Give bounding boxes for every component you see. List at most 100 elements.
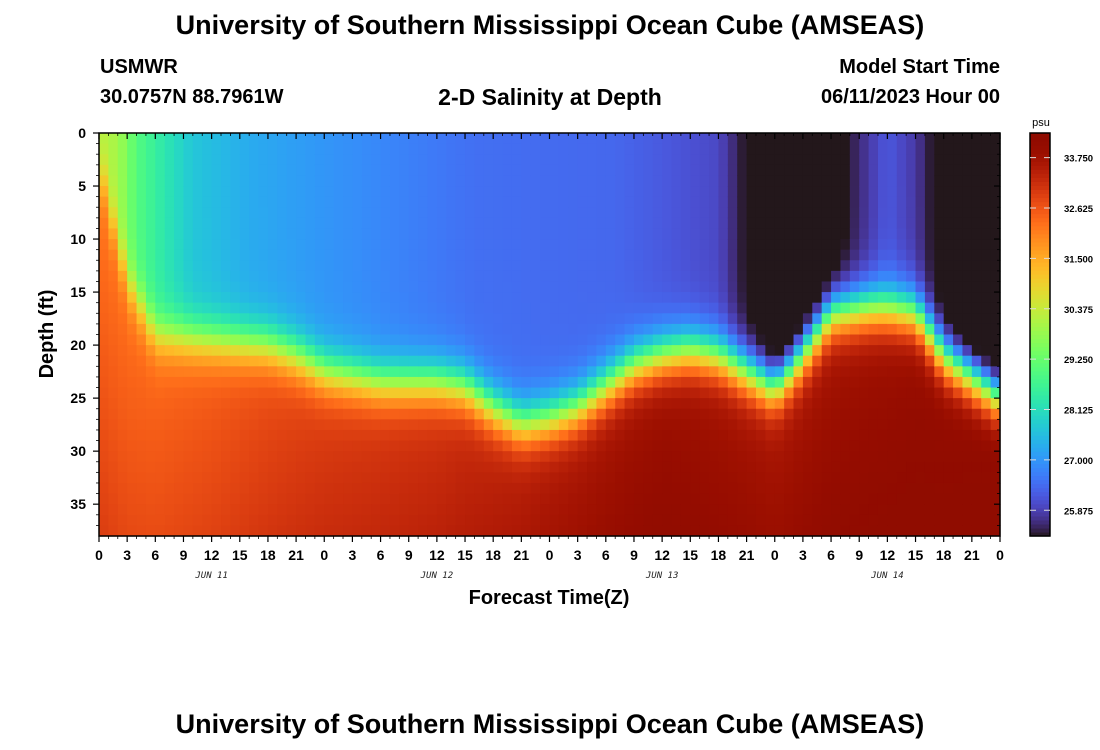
heatmap-cell bbox=[511, 154, 522, 166]
heatmap-cell bbox=[465, 302, 476, 314]
heatmap-cell bbox=[877, 440, 888, 452]
heatmap-cell bbox=[99, 143, 109, 155]
heatmap-cell bbox=[408, 175, 419, 187]
heatmap-cell bbox=[164, 239, 175, 251]
heatmap-cell bbox=[765, 398, 776, 410]
heatmap-cell bbox=[117, 239, 128, 251]
heatmap-cell bbox=[145, 196, 156, 208]
heatmap-cell bbox=[418, 133, 429, 145]
heatmap-cell bbox=[568, 207, 579, 219]
heatmap-cell bbox=[896, 207, 907, 219]
heatmap-cell bbox=[906, 493, 917, 505]
heatmap-cell bbox=[690, 440, 701, 452]
heatmap-cell bbox=[286, 133, 297, 145]
heatmap-cell bbox=[99, 345, 109, 357]
heatmap-cell bbox=[230, 313, 241, 325]
heatmap-cell bbox=[239, 334, 250, 346]
heatmap-cell bbox=[408, 143, 419, 155]
heatmap-cell bbox=[558, 461, 569, 473]
heatmap-cell bbox=[455, 175, 466, 187]
heatmap-cell bbox=[333, 228, 344, 240]
heatmap-cell bbox=[155, 154, 166, 166]
heatmap-cell bbox=[709, 472, 720, 484]
heatmap-cell bbox=[990, 440, 1001, 452]
heatmap-cell bbox=[699, 461, 710, 473]
heatmap-cell bbox=[333, 292, 344, 304]
heatmap-cell bbox=[221, 249, 231, 261]
heatmap-cell bbox=[108, 334, 119, 346]
heatmap-cell bbox=[277, 440, 288, 452]
heatmap-cell bbox=[352, 429, 363, 442]
heatmap-cell bbox=[643, 345, 654, 357]
heatmap-cell bbox=[221, 493, 231, 505]
heatmap-cell bbox=[971, 408, 982, 420]
colorbar-segment bbox=[1030, 439, 1050, 444]
heatmap-cell bbox=[314, 376, 325, 389]
heatmap-cell bbox=[624, 493, 635, 505]
heatmap-cell bbox=[793, 525, 804, 537]
heatmap-cell bbox=[221, 186, 231, 198]
heatmap-cell bbox=[652, 260, 663, 272]
heatmap-cell bbox=[671, 398, 682, 410]
heatmap-cell bbox=[296, 292, 307, 304]
heatmap-cell bbox=[249, 504, 260, 516]
heatmap-cell bbox=[887, 249, 898, 261]
heatmap-cell bbox=[924, 143, 935, 155]
heatmap-cell bbox=[868, 143, 879, 155]
heatmap-cell bbox=[127, 207, 138, 219]
heatmap-cell bbox=[755, 281, 766, 293]
heatmap-cell bbox=[174, 366, 185, 378]
heatmap-cell bbox=[859, 482, 870, 495]
colorbar-segment bbox=[1030, 394, 1050, 400]
heatmap-cell bbox=[953, 196, 964, 208]
heatmap-cell bbox=[221, 408, 231, 420]
heatmap-cell bbox=[821, 302, 832, 314]
heatmap-cell bbox=[174, 270, 185, 283]
heatmap-cell bbox=[934, 281, 945, 293]
heatmap-cell bbox=[483, 143, 494, 155]
heatmap-cell bbox=[605, 472, 616, 484]
heatmap-cell bbox=[971, 451, 982, 463]
heatmap-cell bbox=[540, 217, 551, 230]
heatmap-cell bbox=[361, 217, 372, 230]
heatmap-cell bbox=[389, 207, 400, 219]
heatmap-cell bbox=[352, 186, 363, 198]
colorbar-segment bbox=[1030, 443, 1050, 448]
heatmap-cell bbox=[887, 472, 898, 484]
heatmap-cell bbox=[343, 186, 354, 198]
heatmap-cell bbox=[239, 451, 250, 463]
heatmap-cell bbox=[662, 292, 673, 304]
heatmap-cell bbox=[371, 143, 382, 155]
heatmap-cell bbox=[633, 143, 644, 155]
heatmap-cell bbox=[399, 260, 410, 272]
heatmap-cell bbox=[615, 440, 626, 452]
heatmap-cell bbox=[849, 143, 860, 155]
heatmap-cell bbox=[934, 514, 945, 526]
heatmap-cell bbox=[483, 461, 494, 473]
heatmap-cell bbox=[99, 440, 109, 452]
heatmap-cell bbox=[192, 239, 203, 251]
heatmap-cell bbox=[361, 239, 372, 251]
heatmap-cell bbox=[868, 451, 879, 463]
heatmap-cell bbox=[352, 355, 363, 367]
colorbar-segment bbox=[1030, 322, 1050, 328]
heatmap-cell bbox=[784, 504, 795, 516]
heatmap-cell bbox=[127, 525, 138, 537]
colorbar-segment bbox=[1030, 189, 1050, 195]
heatmap-cell bbox=[324, 228, 335, 240]
heatmap-cell bbox=[380, 196, 391, 208]
heatmap-cell bbox=[202, 398, 213, 410]
heatmap-cell bbox=[962, 429, 973, 442]
heatmap-cell bbox=[258, 387, 269, 399]
heatmap-cell bbox=[277, 323, 288, 336]
heatmap-cell bbox=[971, 472, 982, 484]
heatmap-cell bbox=[774, 186, 785, 198]
heatmap-cell bbox=[530, 472, 541, 484]
heatmap-cell bbox=[446, 249, 457, 261]
heatmap-cell bbox=[981, 387, 992, 399]
heatmap-cell bbox=[887, 196, 898, 208]
heatmap-cell bbox=[117, 472, 128, 484]
heatmap-cell bbox=[221, 451, 231, 463]
heatmap-cell bbox=[239, 228, 250, 240]
heatmap-cell bbox=[934, 217, 945, 230]
